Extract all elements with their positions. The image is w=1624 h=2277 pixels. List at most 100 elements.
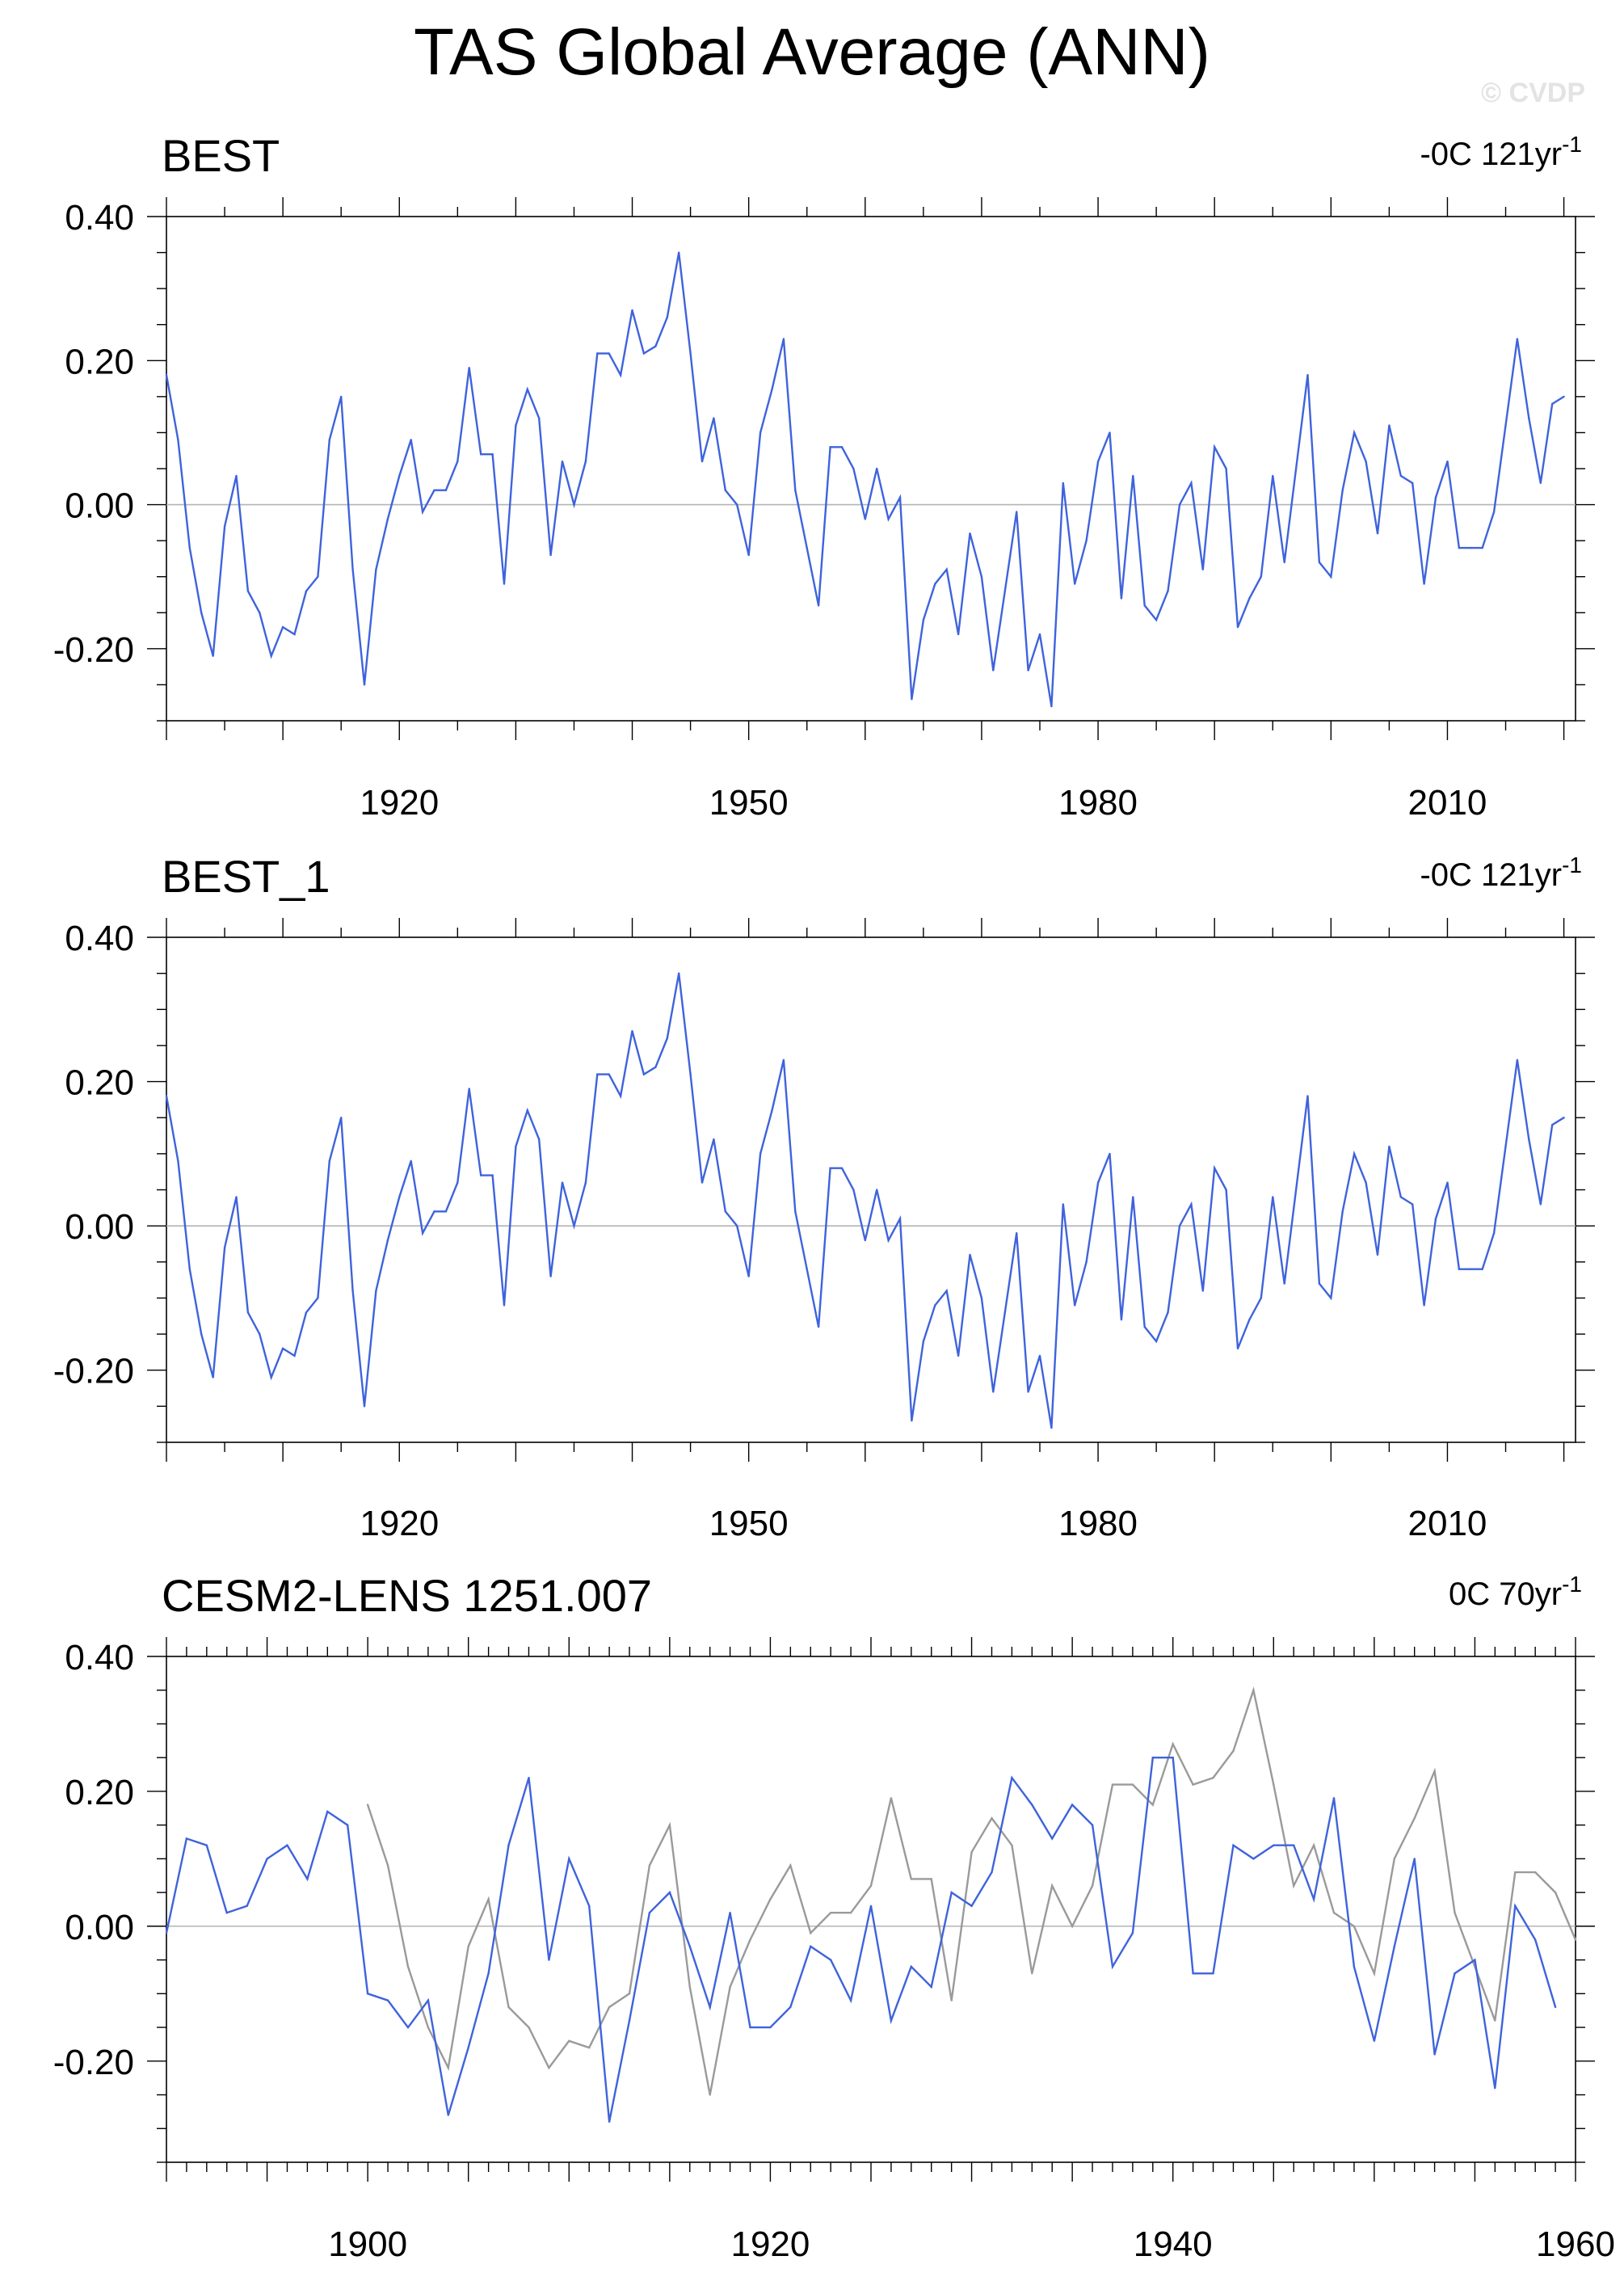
data-point (1413, 1858, 1416, 1860)
data-point (887, 518, 890, 520)
panel-annotation: -0C 121yr-1 (1420, 132, 1582, 172)
page-title: TAS Global Average (ANN) (414, 15, 1210, 89)
data-point (769, 1898, 772, 1900)
data-point (165, 1932, 168, 1934)
data-point (1539, 482, 1542, 484)
data-point (1388, 1145, 1390, 1148)
data-point (869, 1884, 873, 1887)
data-point (991, 1817, 993, 1820)
data-point (1528, 417, 1530, 419)
data-point (1031, 1972, 1033, 1975)
data-point (789, 2006, 792, 2009)
data-point (1111, 1783, 1114, 1786)
data-point (724, 1210, 726, 1213)
data-point (678, 251, 680, 254)
data-point (1120, 597, 1123, 600)
data-point (1423, 583, 1425, 585)
data-point (1248, 1319, 1251, 1321)
data-point (934, 583, 936, 585)
data-point (177, 1160, 179, 1163)
data-point (1294, 1189, 1298, 1191)
data-point (1446, 1181, 1449, 1184)
series-line-blue (165, 973, 1565, 1429)
data-point (1332, 1912, 1336, 1914)
data-point (1096, 460, 1100, 463)
x-tick-label: 1940 (1134, 2224, 1213, 2264)
data-point (992, 1391, 995, 1393)
data-point (1214, 1167, 1216, 1169)
data-point (1003, 590, 1007, 592)
data-point (491, 1174, 494, 1176)
data-point (1252, 1689, 1255, 1691)
data-point (1481, 546, 1483, 549)
data-point (654, 345, 657, 347)
data-point (1272, 474, 1274, 478)
data-point (724, 489, 726, 491)
data-point (235, 1196, 238, 1198)
data-point (747, 553, 750, 557)
panel-title: CESM2-LENS 1251.007 (162, 1570, 652, 1621)
data-point (503, 1304, 506, 1307)
data-point (1434, 496, 1437, 499)
data-point (1131, 1783, 1134, 1786)
data-point (246, 590, 250, 592)
data-point (945, 1290, 948, 1292)
data-point (212, 654, 214, 657)
data-point (1283, 561, 1285, 564)
data-point (1071, 1804, 1074, 1806)
data-point (930, 1878, 932, 1880)
data-point (970, 1905, 973, 1907)
data-point (421, 511, 424, 513)
data-point (934, 1304, 936, 1307)
plot-frame (166, 936, 1576, 1443)
data-point (1074, 583, 1076, 585)
data-point (1306, 373, 1309, 377)
data-point (1494, 2019, 1496, 2022)
data-point (487, 1972, 490, 1975)
data-point (1516, 1059, 1519, 1062)
data-point (306, 1878, 309, 1880)
data-point (444, 489, 448, 491)
data-point (1514, 1905, 1517, 1907)
data-point (759, 431, 762, 434)
data-point (810, 1932, 812, 1934)
data-point (538, 1138, 541, 1141)
data-point (709, 2006, 711, 2009)
data-point (769, 2026, 772, 2029)
data-point (729, 1912, 731, 1914)
data-point (1085, 539, 1088, 542)
data-point (1131, 1932, 1134, 1934)
data-point (1091, 1824, 1094, 1826)
data-point (281, 625, 284, 629)
data-point (1272, 1196, 1274, 1198)
data-point (1393, 1945, 1396, 1948)
data-point (1534, 1938, 1537, 1941)
data-point (317, 1297, 319, 1299)
data-point (1155, 619, 1158, 621)
data-point (701, 1181, 704, 1184)
y-tick-label: 0.00 (65, 486, 134, 526)
data-point (573, 503, 575, 506)
data-point (1252, 1858, 1255, 1860)
data-point (1528, 1138, 1530, 1141)
data-point (969, 532, 971, 535)
data-point (588, 1905, 591, 1907)
data-point (648, 1912, 651, 1914)
data-point (1312, 1844, 1315, 1846)
data-point (1563, 1117, 1565, 1119)
data-point (1172, 1743, 1174, 1745)
data-point (246, 1905, 248, 1907)
data-point (270, 1376, 272, 1378)
data-point (1109, 1152, 1111, 1155)
data-point (876, 467, 878, 470)
data-point (910, 1965, 913, 1968)
y-tick-label: 0.20 (65, 342, 134, 381)
data-point (561, 1181, 564, 1184)
data-point (1504, 1145, 1507, 1148)
data-point (1454, 1912, 1456, 1914)
data-point (628, 2019, 631, 2022)
data-point (890, 1797, 893, 1799)
data-point (1214, 446, 1216, 448)
data-point (286, 1844, 288, 1846)
